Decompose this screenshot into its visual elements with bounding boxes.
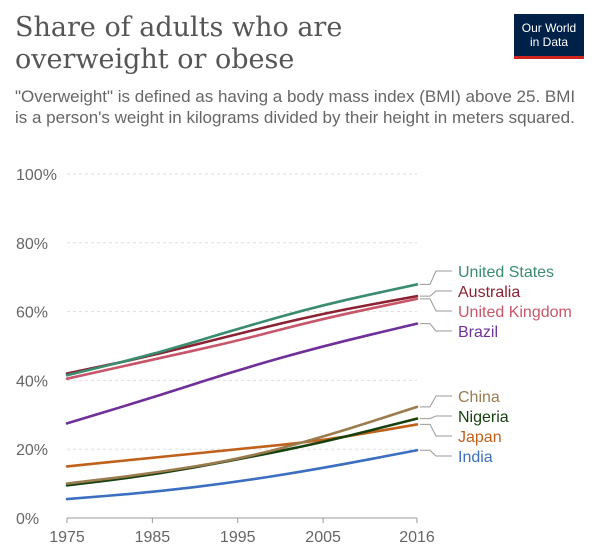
y-tick-label: 0%	[16, 511, 39, 528]
x-tick-label: 1975	[49, 529, 85, 546]
y-tick-label: 80%	[16, 236, 48, 253]
label-connector	[420, 298, 452, 312]
chart-subtitle: "Overweight" is defined as having a body…	[15, 87, 576, 127]
logo-line-2: in Data	[529, 35, 569, 49]
label-connector	[420, 415, 452, 420]
label-connector	[420, 323, 452, 332]
x-tick-label: 2005	[305, 529, 341, 546]
series-line	[65, 283, 419, 377]
series-label: United Kingdom	[458, 304, 572, 321]
y-tick-label: 40%	[16, 373, 48, 390]
chart-title: Share of adults who are overweight or ob…	[15, 12, 343, 75]
series-line	[65, 423, 419, 468]
label-connector	[420, 395, 452, 408]
series-line	[65, 448, 419, 501]
x-tick-label: 1995	[220, 529, 256, 546]
series-label: China	[458, 389, 500, 406]
series-label: India	[458, 449, 493, 466]
x-tick-label: 1985	[135, 529, 171, 546]
owid-logo[interactable]: Our World in Data	[514, 14, 584, 59]
series-line	[65, 417, 419, 487]
logo-line-1: Our World	[521, 21, 577, 35]
series-label: Japan	[458, 429, 502, 446]
y-tick-label: 60%	[16, 305, 48, 322]
series-label: Nigeria	[458, 409, 509, 426]
label-connector	[420, 423, 452, 437]
series-line	[65, 297, 419, 380]
series-label: Brazil	[458, 324, 498, 341]
series-line	[65, 322, 419, 425]
label-connector	[420, 290, 452, 297]
label-connector	[420, 270, 452, 285]
label-connector	[420, 449, 452, 457]
series-label: United States	[458, 264, 554, 281]
x-tick-label: 2016	[399, 529, 435, 546]
y-tick-label: 100%	[16, 167, 57, 184]
y-tick-label: 20%	[16, 442, 48, 459]
series-label: Australia	[458, 284, 520, 301]
series-line	[65, 405, 419, 485]
